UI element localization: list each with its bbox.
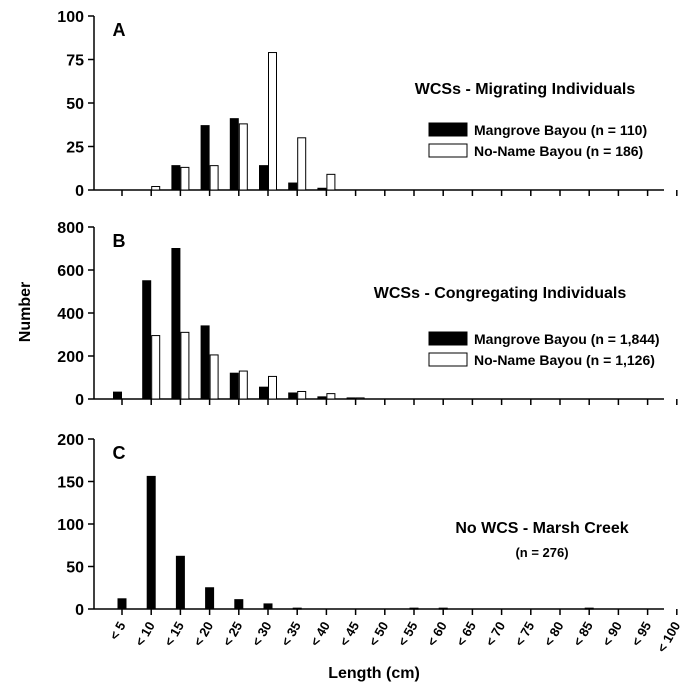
y-tick-label: 150 (57, 475, 84, 492)
panel-title: WCSs - Migrating Individuals (415, 81, 636, 98)
legend-label: No-Name Bayou (n = 186) (474, 143, 643, 159)
bar (200, 325, 210, 400)
legend-swatch (428, 143, 468, 158)
x-axis-label: Length (cm) (328, 665, 420, 682)
x-tick-label: < 100 (654, 619, 683, 655)
legend-label: No-Name Bayou (n = 1,126) (474, 352, 655, 368)
bar (234, 599, 244, 610)
bar (297, 390, 307, 400)
y-tick-label: 800 (57, 220, 84, 237)
bar (175, 555, 185, 610)
bar (438, 607, 448, 610)
bar (584, 607, 594, 610)
panel-c: 0 50 100 150 200 C No WCS - Marsh Creek (n = 27… (57, 432, 678, 619)
bar (205, 587, 215, 610)
x-tick-label: < 45 (336, 619, 362, 649)
bar (117, 598, 127, 610)
y-tick-label: 600 (57, 263, 84, 280)
x-tick-label: < 90 (599, 619, 625, 649)
x-tick-label: < 95 (628, 619, 654, 649)
bar (297, 137, 307, 191)
x-tick-label: < 30 (249, 619, 275, 649)
y-tick-label: 100 (57, 517, 84, 534)
bar (151, 186, 161, 191)
x-tick-labels: < 5 < 10 < 15 < 20 < 25 < 30 < 35 < 40 < 45 < 50 <… (106, 619, 683, 655)
x-tick-label: < 35 (278, 619, 304, 649)
legend-swatch (428, 331, 468, 346)
bar (326, 173, 336, 191)
chart-panels: 0 25 50 75 100 A WCSs - Migrating Individuals M… (57, 9, 683, 655)
bar (180, 166, 190, 191)
bar (259, 165, 268, 191)
bar (229, 118, 239, 191)
panel-letter: C (113, 443, 126, 463)
y-tick-label: 75 (66, 53, 84, 70)
x-tick-label: < 50 (366, 619, 392, 649)
bar (288, 182, 298, 191)
bar (209, 354, 219, 400)
y-tick-label: 0 (75, 392, 84, 409)
panel-title: No WCS - Marsh Creek (455, 520, 628, 537)
x-tick-label: < 85 (570, 619, 596, 649)
x-tick-label: < 10 (132, 619, 158, 649)
bar (142, 280, 152, 400)
x-tick-label: < 60 (424, 619, 450, 649)
bar (292, 607, 302, 610)
bar (346, 397, 356, 400)
y-tick-label: 0 (75, 183, 84, 200)
bar (229, 372, 239, 400)
x-tick-label: < 70 (482, 619, 508, 649)
bar (180, 331, 190, 400)
panel-letter: A (113, 20, 126, 40)
bar (259, 386, 268, 400)
x-tick-label: < 15 (161, 619, 187, 649)
bar (238, 123, 248, 191)
legend-label: Mangrove Bayou (n = 110) (474, 122, 647, 138)
x-tick-label: < 55 (395, 619, 421, 649)
y-axis-label: Number (17, 282, 34, 342)
bar (171, 248, 181, 400)
y-tick-label: 50 (66, 96, 84, 113)
y-tick-label: 0 (75, 602, 84, 619)
x-tick-label: < 25 (220, 619, 246, 649)
x-tick-label: < 80 (541, 619, 567, 649)
x-tick-label: < 65 (453, 619, 479, 649)
legend-swatch (428, 122, 468, 137)
y-tick-label: 100 (57, 9, 84, 26)
bar (409, 607, 419, 610)
bar (238, 370, 248, 400)
bar (317, 396, 327, 400)
legend-swatch (428, 352, 468, 367)
bar (151, 335, 161, 400)
panel-subtitle: (n = 276) (515, 545, 568, 560)
panel-letter: B (113, 231, 126, 251)
bar (268, 52, 277, 191)
y-tick-label: 50 (66, 560, 84, 577)
y-tick-label: 200 (57, 432, 84, 449)
panel-b: 0 200 400 600 800 B WCSs - Congregating Indivi… (57, 220, 678, 409)
bar (113, 391, 122, 400)
y-tick-label: 200 (57, 349, 84, 366)
bar (200, 125, 210, 191)
bar (355, 397, 365, 400)
x-tick-label: < 5 (106, 619, 128, 642)
legend-label: Mangrove Bayou (n = 1,844) (474, 331, 660, 347)
y-tick-label: 25 (66, 140, 84, 157)
bar (171, 165, 181, 191)
bar (209, 165, 219, 191)
panel-a: 0 25 50 75 100 A WCSs - Migrating Individuals M… (57, 9, 678, 200)
panel-title: WCSs - Congregating Individuals (374, 285, 627, 302)
bar (317, 187, 327, 191)
y-tick-label: 400 (57, 306, 84, 323)
bar (326, 393, 336, 400)
x-tick-label: < 40 (307, 619, 333, 649)
bar (268, 375, 277, 400)
bar (146, 475, 156, 610)
bar (288, 392, 298, 400)
x-tick-label: < 20 (190, 619, 216, 649)
x-tick-label: < 75 (512, 619, 538, 649)
bar (263, 603, 273, 610)
